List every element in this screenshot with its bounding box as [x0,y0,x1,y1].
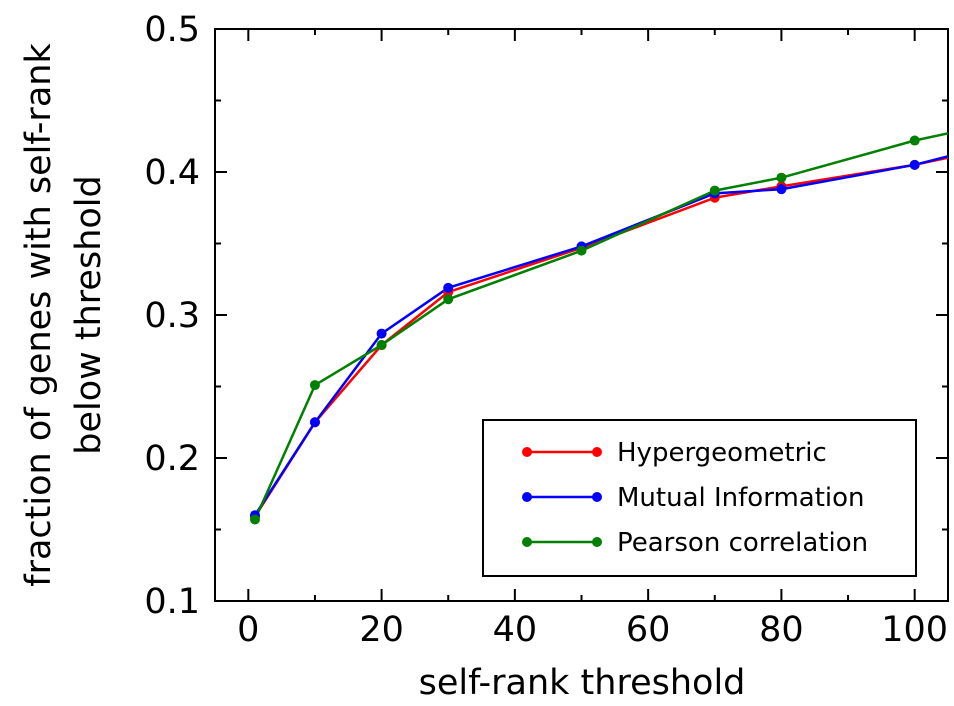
y-axis-label-line-2: below threshold [69,175,109,454]
data-point-mutual-information [309,417,320,428]
x-tick-label: 80 [759,610,804,650]
data-point-mutual-information [909,159,920,170]
legend-marker-mutual-information [522,492,532,502]
legend: Hypergeometric Mutual Information Pearson … [482,419,917,577]
y-tick-label: 0.3 [144,296,200,336]
axis-tick-labels: 0 20 40 60 80 100 0.1 0.2 0.3 0.4 0.5 [144,10,948,650]
axis-ticks [215,28,948,602]
data-point-pearson-correlation [376,340,387,351]
data-point-mutual-information [776,184,787,195]
legend-marker-mutual-information [592,492,602,502]
x-tick-label: 100 [881,610,948,650]
data-point-mutual-information [443,282,454,293]
y-tick-label: 0.5 [144,10,200,50]
legend-box [482,419,917,577]
data-point-pearson-correlation [909,135,920,146]
legend-label-hypergeometric: Hypergeometric [617,438,827,468]
y-tick-label: 0.1 [144,582,200,622]
data-point-pearson-correlation [709,185,720,196]
legend-marker-pearson-correlation [592,537,602,547]
data-point-pearson-correlation [776,172,787,183]
x-tick-label: 0 [237,610,259,650]
legend-marker-hypergeometric [592,447,602,457]
legend-marker-hypergeometric [522,447,532,457]
data-point-mutual-information [376,328,387,339]
x-tick-label: 20 [359,610,404,650]
data-point-pearson-correlation [576,245,587,256]
legend-marker-pearson-correlation [522,537,532,547]
y-axis-label: fraction of genes with self-rank below t… [19,43,109,587]
y-tick-label: 0.2 [144,439,200,479]
y-tick-label: 0.4 [144,153,200,193]
series-markers [249,135,920,525]
data-point-pearson-correlation [249,514,260,525]
data-point-pearson-correlation [443,294,454,305]
x-tick-label: 60 [626,610,671,650]
x-tick-label: 40 [493,610,538,650]
legend-entries: Hypergeometric Mutual Information Pearson … [522,438,868,558]
x-axis-label: self-rank threshold [419,663,746,703]
data-point-pearson-correlation [309,380,320,391]
legend-label-pearson-correlation: Pearson correlation [617,528,868,558]
legend-label-mutual-information: Mutual Information [617,483,865,513]
y-axis-label-line-1: fraction of genes with self-rank [19,43,59,587]
